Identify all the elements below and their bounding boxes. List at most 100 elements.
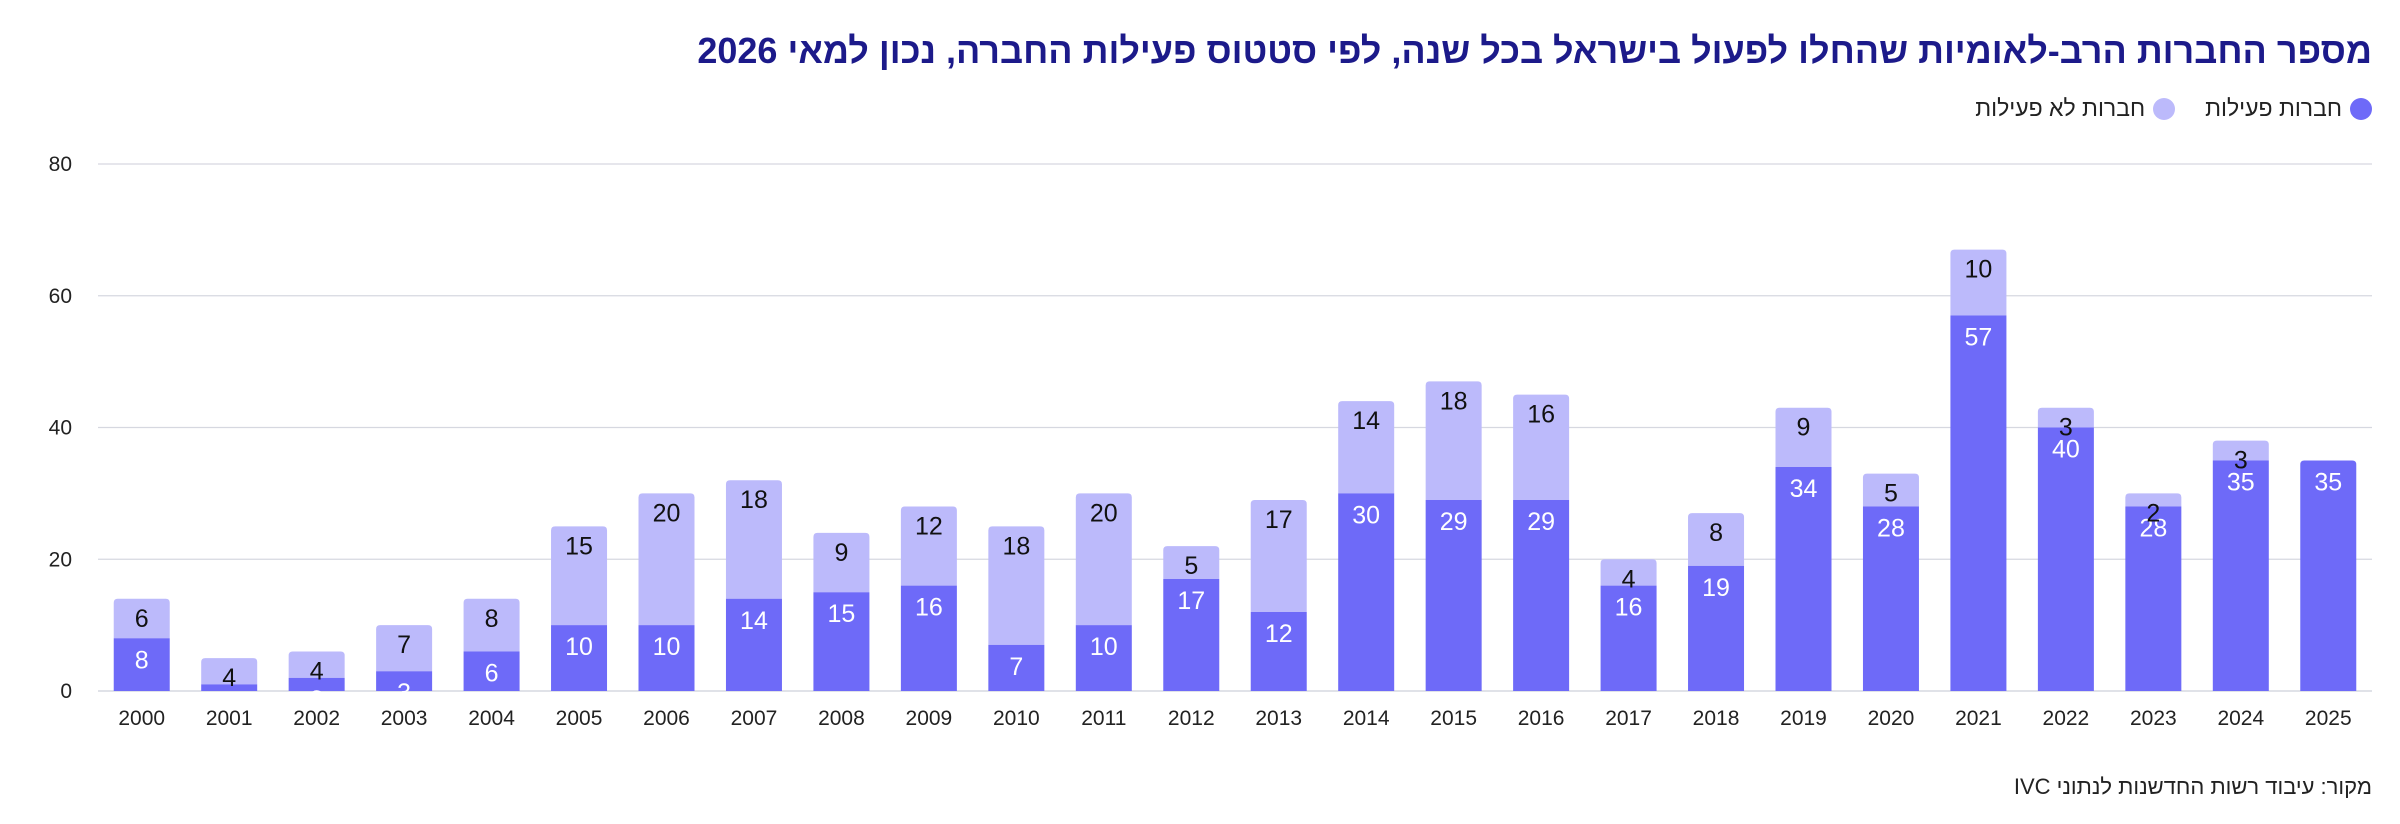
bar-active xyxy=(288,677,345,691)
bar-active xyxy=(638,625,695,691)
bar-active xyxy=(1075,625,1132,691)
x-tick-label: 2013 xyxy=(1255,707,1302,730)
bar-active xyxy=(1600,585,1657,691)
data-label-inactive: 12 xyxy=(915,513,943,541)
x-tick-label: 2022 xyxy=(2043,707,2090,730)
bar-inactive xyxy=(725,480,782,599)
bar-active xyxy=(813,592,870,691)
data-label-active: 57 xyxy=(1965,324,1993,352)
legend-label-active: חברות פעילות xyxy=(2205,95,2342,121)
x-tick-label: 2001 xyxy=(206,707,253,730)
bar-active xyxy=(2125,506,2182,691)
x-tick-label: 2017 xyxy=(1605,707,1652,730)
bar-active xyxy=(551,625,608,691)
bar-active xyxy=(1425,499,1482,691)
bar-inactive xyxy=(1513,394,1570,500)
data-label-inactive: 18 xyxy=(1440,387,1468,415)
x-tick-label: 2003 xyxy=(381,707,428,730)
bar-active xyxy=(1775,467,1832,691)
bar-inactive xyxy=(2037,407,2094,428)
chart-title: מספר החברות הרב-לאומיות שהחלו לפעול בישר… xyxy=(697,30,2372,71)
data-label-active: 14 xyxy=(740,607,768,635)
x-tick-label: 2008 xyxy=(818,707,865,730)
x-tick-label: 2016 xyxy=(1518,707,1565,730)
x-tick-label: 2009 xyxy=(906,707,953,730)
data-label-active: 8 xyxy=(135,646,149,674)
data-label-active: 10 xyxy=(565,633,593,661)
bar-active xyxy=(201,684,258,691)
data-label-active: 3 xyxy=(397,679,411,707)
x-tick-label: 2000 xyxy=(118,707,165,730)
data-label-inactive: 3 xyxy=(2059,414,2073,442)
data-label-inactive: 4 xyxy=(222,664,236,692)
data-label-active: 10 xyxy=(653,633,681,661)
data-label-active: 1 xyxy=(222,692,236,720)
data-label-inactive: 10 xyxy=(1965,256,1993,284)
data-label-active: 15 xyxy=(828,600,856,628)
bar-inactive xyxy=(113,598,170,639)
data-label-inactive: 3 xyxy=(2234,447,2248,475)
bar-active xyxy=(988,644,1045,691)
bar-inactive xyxy=(1775,407,1832,468)
x-tick-label: 2021 xyxy=(1955,707,2002,730)
bar-inactive xyxy=(1425,381,1482,500)
x-tick-label: 2007 xyxy=(731,707,778,730)
bar-active xyxy=(376,671,433,691)
x-tick-label: 2020 xyxy=(1868,707,1915,730)
data-label-inactive: 7 xyxy=(397,631,411,659)
bar-inactive xyxy=(376,625,433,672)
data-label-active: 12 xyxy=(1265,620,1293,648)
bar-active xyxy=(113,638,170,691)
x-tick-label: 2019 xyxy=(1780,707,1827,730)
bar-active xyxy=(1250,611,1307,691)
data-label-active: 7 xyxy=(1009,653,1023,681)
bar-active xyxy=(463,651,520,691)
bar-active xyxy=(1862,506,1919,691)
bar-active xyxy=(1950,315,2007,691)
data-label-inactive: 4 xyxy=(1622,565,1636,593)
x-tick-label: 2002 xyxy=(293,707,340,730)
y-tick-label: 60 xyxy=(49,285,72,308)
bar-inactive xyxy=(1862,473,1919,507)
y-tick-label: 20 xyxy=(49,548,72,571)
data-label-inactive: 5 xyxy=(1184,552,1198,580)
legend-item-active: חברות פעילות xyxy=(2205,95,2372,122)
data-label-active: 2 xyxy=(310,686,324,714)
y-tick-label: 80 xyxy=(49,153,72,176)
legend: חברות פעילות חברות לא פעילות xyxy=(1975,95,2372,122)
x-tick-label: 2015 xyxy=(1430,707,1477,730)
legend-swatch-active xyxy=(2350,97,2372,120)
data-label-inactive: 2 xyxy=(2146,499,2160,527)
bar-inactive xyxy=(288,651,345,678)
data-label-active: 34 xyxy=(1790,475,1818,503)
data-label-active: 40 xyxy=(2052,436,2080,464)
bar-active xyxy=(1338,493,1395,691)
data-label-active: 30 xyxy=(1352,501,1380,529)
x-tick-label: 2024 xyxy=(2217,707,2264,730)
x-tick-label: 2006 xyxy=(643,707,690,730)
data-label-inactive: 14 xyxy=(1352,407,1380,435)
data-label-inactive: 9 xyxy=(834,539,848,567)
data-label-inactive: 6 xyxy=(135,605,149,633)
data-label-inactive: 20 xyxy=(1090,499,1118,527)
bar-inactive xyxy=(2212,440,2269,461)
data-label-active: 10 xyxy=(1090,633,1118,661)
bar-inactive xyxy=(551,526,608,626)
data-label-inactive: 20 xyxy=(653,499,681,527)
data-label-inactive: 18 xyxy=(1002,532,1030,560)
data-label-active: 29 xyxy=(1527,508,1555,536)
bar-active xyxy=(900,585,957,691)
bar-inactive xyxy=(813,532,870,593)
bar-inactive xyxy=(201,658,258,685)
legend-swatch-inactive xyxy=(2153,97,2176,120)
legend-item-inactive: חברות לא פעילות xyxy=(1975,95,2176,122)
bar-active xyxy=(1163,579,1220,691)
data-label-active: 6 xyxy=(485,659,499,687)
data-label-inactive: 5 xyxy=(1884,480,1898,508)
x-tick-label: 2004 xyxy=(468,707,515,730)
bar-inactive xyxy=(1688,513,1745,566)
x-tick-label: 2023 xyxy=(2130,707,2177,730)
data-label-inactive: 9 xyxy=(1797,414,1811,442)
data-label-active: 28 xyxy=(2139,515,2167,543)
data-label-active: 28 xyxy=(1877,515,1905,543)
